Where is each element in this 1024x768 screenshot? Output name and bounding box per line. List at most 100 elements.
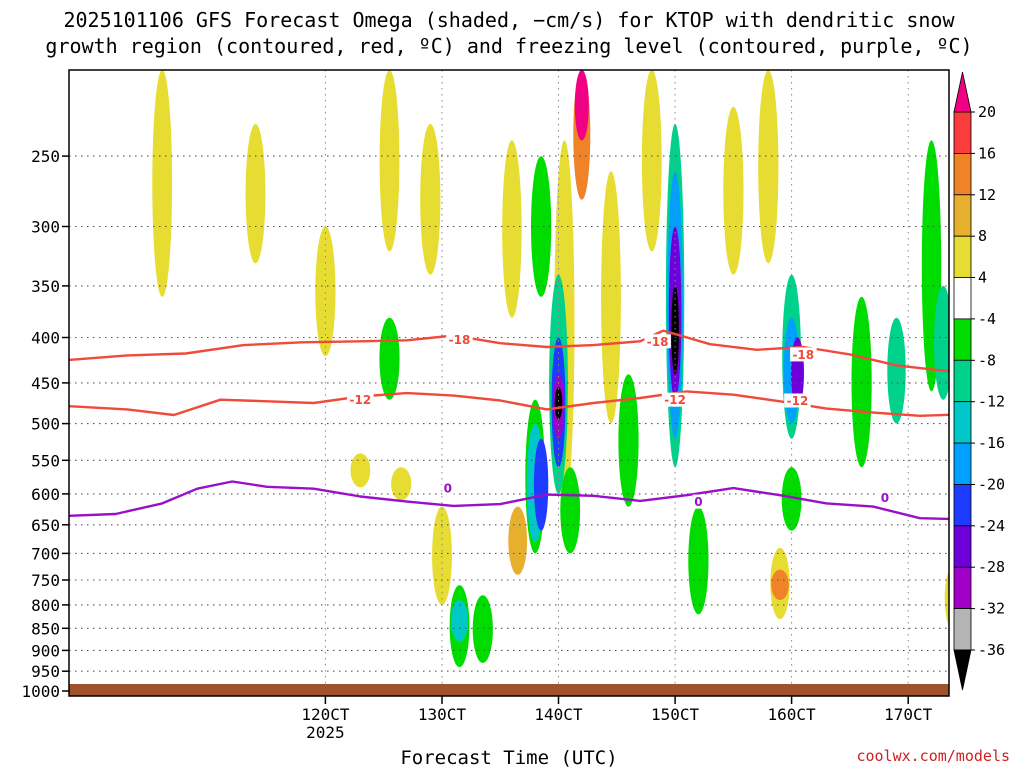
omega-cell-40: [671, 285, 679, 375]
y-tick-label-550: 550: [31, 451, 60, 470]
colorbar-box-9: [953, 442, 972, 485]
contour-label-4: -12: [350, 393, 372, 407]
colorbar-label-13: -36: [978, 641, 1005, 659]
omega-cell-11: [723, 106, 744, 275]
omega-cell-48: [887, 317, 906, 424]
colorbar-label-6: -8: [978, 351, 996, 369]
ground-surface: [69, 684, 949, 696]
contour-label-9: 0: [694, 495, 702, 509]
contour-label-0: -18: [449, 333, 471, 347]
omega-cell-69: [379, 317, 400, 400]
omega-cell-35: [554, 387, 563, 420]
omega-cell-12: [758, 70, 779, 264]
contour-label-bg-8: [442, 481, 454, 496]
omega-cell-36: [560, 467, 581, 554]
colorbar-box-7: [953, 359, 972, 403]
contour-label-bg-9: [692, 494, 705, 509]
contour-label-bg-0: [446, 332, 473, 347]
contour-label-bg-1: [644, 334, 671, 349]
y-axis: 250 300 350 400 450 500 550 600 650 700 750 800 850 9…: [21, 147, 69, 701]
omega-cell-41: [618, 374, 639, 507]
y-tick-label-500: 500: [31, 415, 60, 434]
colorbar-label-10: -24: [978, 517, 1005, 535]
omega-cell-0: [152, 70, 173, 297]
x-axis-label: Forecast Time (UTC): [400, 747, 617, 768]
y-tick-label-600: 600: [31, 485, 60, 504]
omega-cell-28: [531, 156, 552, 297]
contour-label-5: -12: [664, 393, 686, 407]
y-tick-label-400: 400: [31, 329, 60, 348]
x-tick-label-2: 140CT: [534, 705, 583, 724]
omega-cell-5: [502, 140, 522, 318]
y-tick-label-650: 650: [31, 516, 60, 535]
colorbar-box-2: [953, 152, 972, 196]
contour-label-1: -18: [647, 335, 669, 349]
omega-cell-7: [574, 70, 589, 141]
contour-label-bg-2: [790, 347, 817, 362]
omega-cell-1: [245, 123, 266, 264]
omega-cell-15: [432, 506, 452, 605]
omega-cell-53: [1021, 297, 1024, 439]
contour-label-8: 0: [444, 482, 452, 496]
y-tick-label-250: 250: [31, 147, 60, 166]
colorbar-box-11: [953, 525, 972, 568]
contour-label-2: -18: [792, 348, 814, 362]
y-tick-label-850: 850: [31, 619, 60, 638]
x-tick-label-4: 160CT: [768, 705, 817, 724]
omega-cell-9: [601, 171, 621, 424]
y-tick-label-800: 800: [31, 596, 60, 615]
omega-cell-31: [533, 438, 549, 531]
omega-cell-4: [420, 123, 441, 275]
omega-cell-18: [771, 569, 789, 600]
gridlines: [69, 70, 949, 696]
omega-cell-19: [944, 570, 949, 627]
x-tick-label-5: 170CT: [884, 705, 933, 724]
colorbar-box-13: [953, 608, 972, 651]
contour-label-bg-5: [661, 392, 689, 407]
colorbar-bottom-arrow: [953, 649, 972, 691]
y-tick-label-1000: 1000: [21, 682, 60, 701]
omega-cell-13: [350, 453, 371, 488]
omega-cell-42: [688, 506, 709, 615]
colorbar-label-1: 16: [978, 144, 996, 162]
omega-shading: [152, 70, 1024, 668]
x-tick-sublabel-0: 2025: [306, 723, 345, 742]
y-tick-label-900: 900: [31, 641, 60, 660]
colorbar-top-arrow: [953, 71, 972, 113]
colorbar-box-5: [953, 277, 972, 320]
y-tick-label-950: 950: [31, 662, 60, 681]
omega-cell-10: [641, 70, 662, 252]
y-tick-label-350: 350: [31, 277, 60, 296]
contour-label-bg-4: [347, 392, 374, 407]
colorbar-box-8: [953, 401, 972, 444]
y-tick-label-450: 450: [31, 374, 60, 393]
colorbar-label-9: -20: [978, 476, 1005, 494]
colorbar-label-0: 20: [978, 103, 996, 121]
y-tick-label-300: 300: [31, 218, 60, 237]
colorbar: 20 16 12 8 4 -4 -8 -12 -16 -20 -24 -28 -32 -36: [953, 71, 1005, 691]
x-tick-label-3: 150CT: [651, 705, 700, 724]
contour-line-0: [69, 329, 949, 373]
omega-cell-46: [781, 467, 802, 531]
contour-line-2: [69, 480, 949, 521]
omega-cell-27: [472, 595, 493, 663]
colorbar-box-10: [953, 484, 972, 527]
colorbar-label-3: 8: [978, 227, 987, 245]
colorbar-label-5: -4: [978, 310, 996, 328]
omega-cell-26: [451, 600, 468, 642]
colorbar-box-4: [953, 235, 972, 278]
omega-cell-14: [391, 467, 412, 501]
y-tick-label-750: 750: [31, 571, 60, 590]
x-tick-label-0: 120CT: [301, 705, 350, 724]
colorbar-label-7: -12: [978, 393, 1005, 411]
colorbar-box-6: [953, 318, 972, 361]
colorbar-label-4: 4: [978, 269, 987, 287]
colorbar-box-3: [953, 194, 972, 237]
contour-label-bg-10: [879, 490, 891, 505]
contour-label-6: -12: [787, 394, 809, 408]
chart-title-line-2: growth region (contoured, red, ºC) and f…: [45, 34, 972, 58]
